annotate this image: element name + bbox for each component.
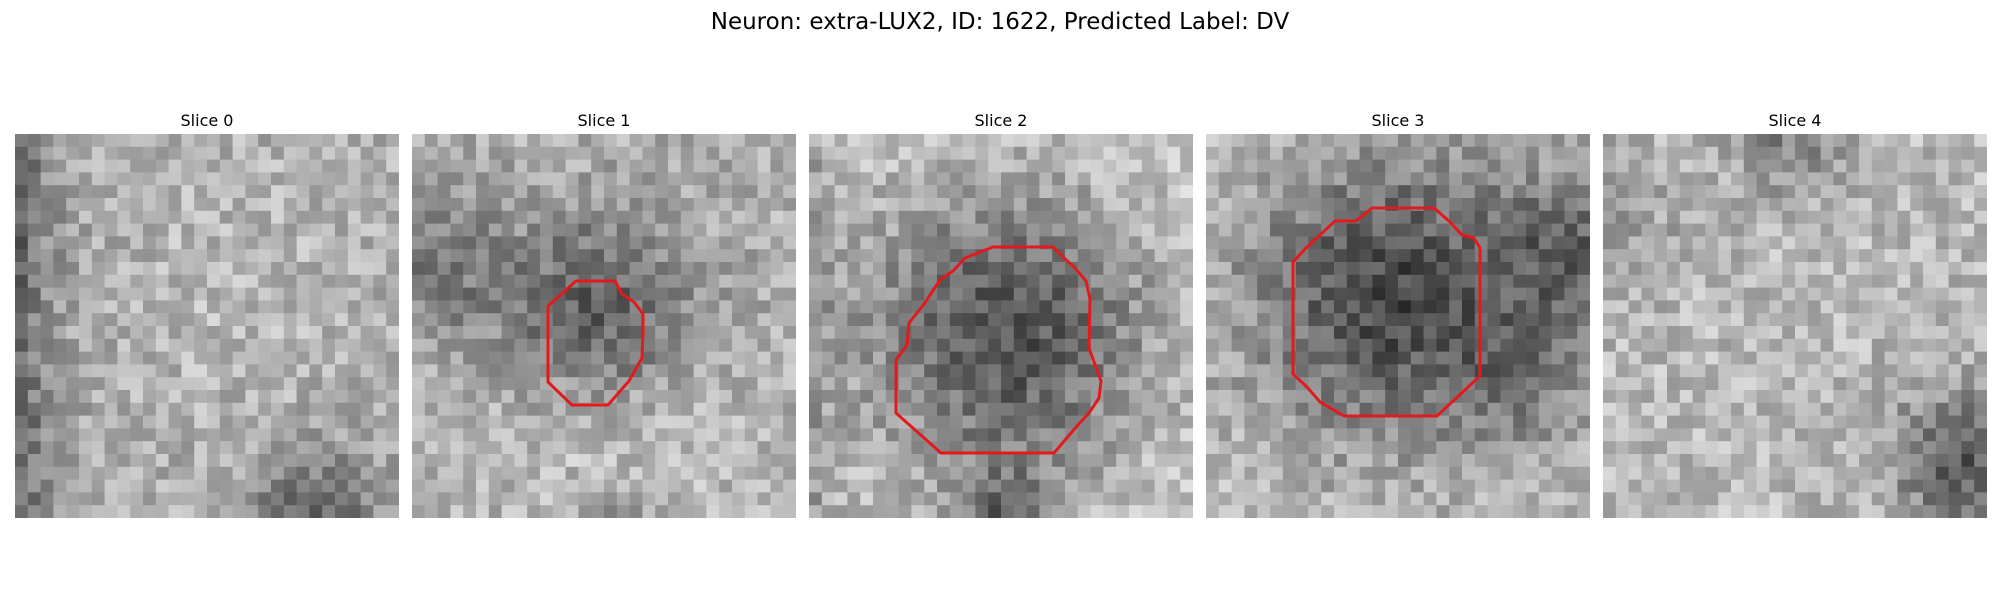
- slice-panel-0: Slice 0: [15, 108, 399, 518]
- segmentation-contour: [1291, 206, 1482, 418]
- slice-panel-3: Slice 3: [1206, 108, 1590, 518]
- slice-pixels: [1206, 134, 1590, 518]
- segmentation-contour: [546, 279, 645, 407]
- slice-title-3: Slice 3: [1371, 111, 1425, 130]
- slice-panel-4: Slice 4: [1603, 108, 1987, 518]
- slice-panel-2: Slice 2: [809, 108, 1193, 518]
- slice-pixels: [412, 134, 796, 518]
- slice-pixels: [809, 134, 1193, 518]
- slice-title-4: Slice 4: [1768, 111, 1822, 130]
- slice-pixels: [15, 134, 399, 518]
- slice-image-2: [809, 134, 1193, 518]
- slice-title-2: Slice 2: [974, 111, 1028, 130]
- slice-image-3: [1206, 134, 1590, 518]
- slice-title-1: Slice 1: [577, 111, 631, 130]
- segmentation-contour: [894, 245, 1103, 455]
- slice-image-1: [412, 134, 796, 518]
- slice-image-0: [15, 134, 399, 518]
- slice-title-0: Slice 0: [180, 111, 234, 130]
- figure-title: Neuron: extra-LUX2, ID: 1622, Predicted …: [710, 9, 1290, 35]
- slice-image-4: [1603, 134, 1987, 518]
- slice-panel-1: Slice 1: [412, 108, 796, 518]
- slice-pixels: [1603, 134, 1987, 518]
